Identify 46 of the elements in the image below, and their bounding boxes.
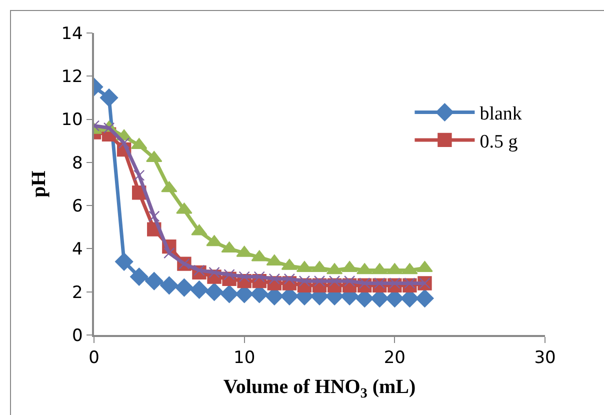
legend-label: blank xyxy=(480,104,522,125)
point xyxy=(205,282,224,301)
y-tick-label: 8 xyxy=(72,153,83,174)
point xyxy=(115,252,134,271)
point xyxy=(190,280,208,299)
point xyxy=(284,273,296,285)
point xyxy=(118,137,130,149)
legend-label: 0.5 g xyxy=(480,131,518,152)
point xyxy=(145,272,164,290)
point xyxy=(175,278,194,297)
point xyxy=(344,275,356,287)
y-tick-label: 14 xyxy=(61,24,83,44)
point xyxy=(404,278,416,289)
point xyxy=(134,170,145,181)
x-tick-label: 0 xyxy=(88,348,100,368)
x-tick-label: 20 xyxy=(384,348,406,368)
point xyxy=(194,264,205,276)
point xyxy=(220,284,238,304)
x-tick-label: 30 xyxy=(534,348,556,368)
point xyxy=(314,275,326,287)
point xyxy=(224,269,235,280)
point xyxy=(103,122,115,134)
y-tick-label: 10 xyxy=(61,110,83,130)
y-tick-label: 4 xyxy=(72,240,83,260)
point xyxy=(130,268,148,286)
x-tick-label: 10 xyxy=(234,348,256,368)
point xyxy=(416,289,434,308)
point xyxy=(268,273,280,285)
point xyxy=(148,210,160,222)
point xyxy=(389,278,400,289)
point xyxy=(298,275,310,287)
y-tick-label: 0 xyxy=(72,326,83,346)
y-tick-label: 12 xyxy=(61,67,83,88)
point xyxy=(359,278,370,289)
y-axis-title: pH xyxy=(28,170,50,198)
point xyxy=(164,247,175,259)
point xyxy=(208,266,220,278)
point xyxy=(160,276,178,294)
point xyxy=(328,275,340,287)
point xyxy=(254,271,265,282)
x-axis-title: Volume of HNO$_{3}$ (mL) xyxy=(223,376,416,402)
point xyxy=(374,278,386,289)
point xyxy=(100,88,118,107)
point xyxy=(238,271,250,282)
y-tick-label: 2 xyxy=(72,282,83,303)
y-tick-label: 6 xyxy=(72,196,83,217)
